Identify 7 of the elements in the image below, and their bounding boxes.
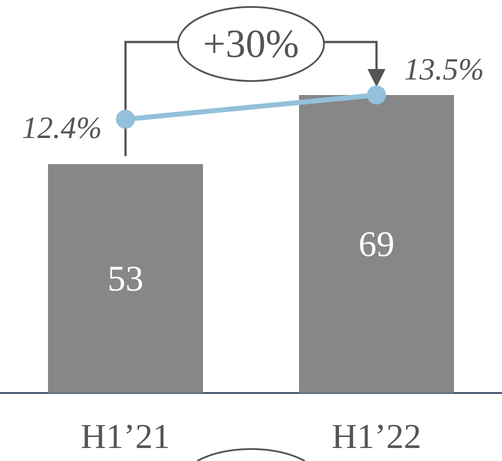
data-label: 69: [358, 224, 394, 264]
x-tick-label: H1’21: [80, 417, 170, 456]
data-label: 53: [108, 258, 144, 299]
x-tick-label: H1’22: [332, 417, 422, 456]
data-label: 13.5%: [404, 52, 484, 86]
data-label: 12.4%: [22, 110, 102, 145]
text: +30%: [203, 21, 299, 66]
